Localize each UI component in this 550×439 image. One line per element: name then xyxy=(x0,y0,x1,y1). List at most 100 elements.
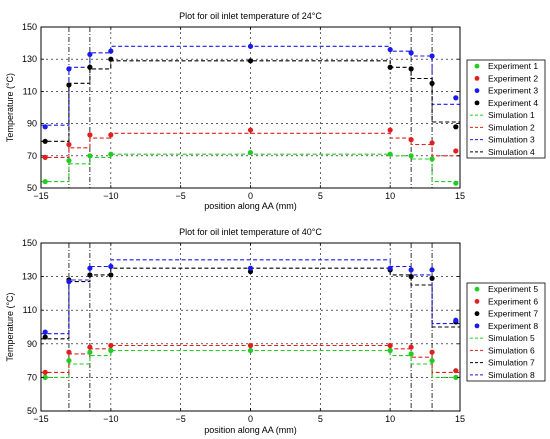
legend-label-experiment-3: Experiment 3 xyxy=(488,86,538,96)
x-tick-label: 5 xyxy=(318,414,323,424)
legend-marker-experiment-1 xyxy=(474,63,480,69)
data-point-experiment-5 xyxy=(247,347,254,354)
data-point-experiment-3 xyxy=(453,95,459,101)
data-point-experiment-7 xyxy=(429,275,435,281)
data-point-experiment-4 xyxy=(108,56,114,62)
x-tick-label: −15 xyxy=(33,414,48,424)
legend-box xyxy=(466,59,546,159)
legend: Experiment 1 Experiment 2 Experiment 3 Expe… xyxy=(466,59,546,159)
data-point-experiment-1 xyxy=(108,151,114,157)
data-point-experiment-6 xyxy=(387,342,393,349)
series-line-simulation-2 xyxy=(41,132,460,158)
y-tick-label: 70 xyxy=(27,372,37,382)
data-point-experiment-2 xyxy=(429,140,435,146)
y-tick-label: 110 xyxy=(23,305,37,315)
data-point-experiment-3 xyxy=(387,46,393,53)
data-point-experiment-5 xyxy=(408,351,414,357)
data-point-experiment-4 xyxy=(453,124,459,130)
data-point-experiment-5 xyxy=(429,358,435,364)
data-point-experiment-1 xyxy=(42,178,48,185)
y-tick-label: 150 xyxy=(22,238,37,248)
data-point-experiment-4 xyxy=(42,138,48,144)
x-tick-label: −5 xyxy=(176,191,186,201)
data-point-experiment-1 xyxy=(66,158,72,164)
data-point-experiment-6 xyxy=(87,344,93,350)
data-point-experiment-3 xyxy=(429,53,435,59)
legend-marker-experiment-8 xyxy=(474,323,480,329)
legend-label-experiment-8: Experiment 8 xyxy=(488,321,538,331)
chart-panel-24c: Plot for oil inlet temperature of 24°C −1… xyxy=(5,11,546,211)
data-point-experiment-7 xyxy=(42,334,48,340)
x-tick-label: −5 xyxy=(176,414,186,424)
legend-label-simulation-3: Simulation 3 xyxy=(488,135,535,145)
data-point-experiment-3 xyxy=(87,51,93,57)
legend-label-simulation-1: Simulation 1 xyxy=(488,110,535,120)
data-point-experiment-6 xyxy=(42,369,48,375)
data-point-experiment-8 xyxy=(453,317,459,323)
x-tick-label: 0 xyxy=(248,191,253,201)
data-point-experiment-8 xyxy=(429,267,435,273)
data-point-experiment-3 xyxy=(108,48,114,54)
chart-title: Plot for oil inlet temperature of 40°C xyxy=(179,227,322,237)
data-point-experiment-4 xyxy=(387,64,393,70)
y-tick-label: 130 xyxy=(22,54,37,64)
legend-label-experiment-7: Experiment 7 xyxy=(488,309,538,319)
series-line-simulation-8 xyxy=(41,259,460,335)
data-point-experiment-2 xyxy=(247,127,254,133)
data-point-experiment-1 xyxy=(429,156,435,162)
legend-label-experiment-1: Experiment 1 xyxy=(488,61,538,71)
data-point-experiment-2 xyxy=(387,127,393,133)
legend-label-simulation-6: Simulation 6 xyxy=(488,345,535,355)
data-point-experiment-4 xyxy=(408,66,414,72)
legend-label-simulation-8: Simulation 8 xyxy=(488,370,535,380)
data-point-experiment-3 xyxy=(42,124,48,130)
legend-marker-experiment-5 xyxy=(474,286,480,292)
x-tick-label: −15 xyxy=(33,191,48,201)
x-tick-label: −10 xyxy=(103,414,118,424)
y-tick-label: 90 xyxy=(27,339,37,349)
legend-label-simulation-5: Simulation 5 xyxy=(488,333,535,343)
legend: Experiment 5 Experiment 6 Experiment 7 Expe… xyxy=(466,282,546,382)
data-point-experiment-7 xyxy=(108,272,114,278)
legend-label-simulation-7: Simulation 7 xyxy=(488,358,535,368)
chart-title: Plot for oil inlet temperature of 24°C xyxy=(179,11,322,21)
data-point-experiment-5 xyxy=(42,374,48,380)
y-tick-label: 50 xyxy=(27,183,37,193)
x-tick-label: 5 xyxy=(318,191,323,201)
y-axis-label: Temperature (°C) xyxy=(5,292,15,361)
x-axis-label: position along AA (mm) xyxy=(204,425,297,435)
y-tick-label: 110 xyxy=(23,86,37,96)
data-point-experiment-8 xyxy=(42,329,48,335)
data-point-experiment-3 xyxy=(66,66,72,72)
data-point-experiment-6 xyxy=(247,342,254,349)
y-tick-label: 150 xyxy=(22,22,37,32)
data-point-experiment-3 xyxy=(247,43,254,49)
data-point-experiment-6 xyxy=(429,349,435,355)
legend-label-experiment-2: Experiment 2 xyxy=(488,73,538,83)
y-tick-label: 130 xyxy=(22,272,37,282)
legend-label-experiment-5: Experiment 5 xyxy=(488,284,538,294)
data-point-experiment-8 xyxy=(87,265,93,271)
data-point-experiment-8 xyxy=(247,265,254,271)
data-point-experiment-5 xyxy=(87,349,93,355)
legend-marker-experiment-4 xyxy=(474,100,480,106)
data-point-experiment-2 xyxy=(408,137,414,143)
y-tick-label: 50 xyxy=(27,406,37,416)
data-point-experiment-8 xyxy=(387,265,393,271)
legend-label-simulation-2: Simulation 2 xyxy=(488,122,535,132)
x-tick-label: 15 xyxy=(455,414,465,424)
data-point-experiment-8 xyxy=(66,279,72,285)
x-tick-label: 0 xyxy=(248,414,253,424)
data-point-experiment-2 xyxy=(108,132,114,138)
data-point-experiment-4 xyxy=(66,82,72,88)
y-tick-label: 90 xyxy=(27,119,37,129)
data-point-experiment-2 xyxy=(453,148,459,154)
data-point-experiment-6 xyxy=(453,368,459,374)
data-point-experiment-4 xyxy=(247,58,254,64)
data-point-experiment-7 xyxy=(87,272,93,278)
data-point-experiment-1 xyxy=(387,151,393,157)
data-point-experiment-4 xyxy=(429,80,435,86)
data-point-experiment-6 xyxy=(408,344,414,350)
x-axis-label: position along AA (mm) xyxy=(204,201,297,211)
